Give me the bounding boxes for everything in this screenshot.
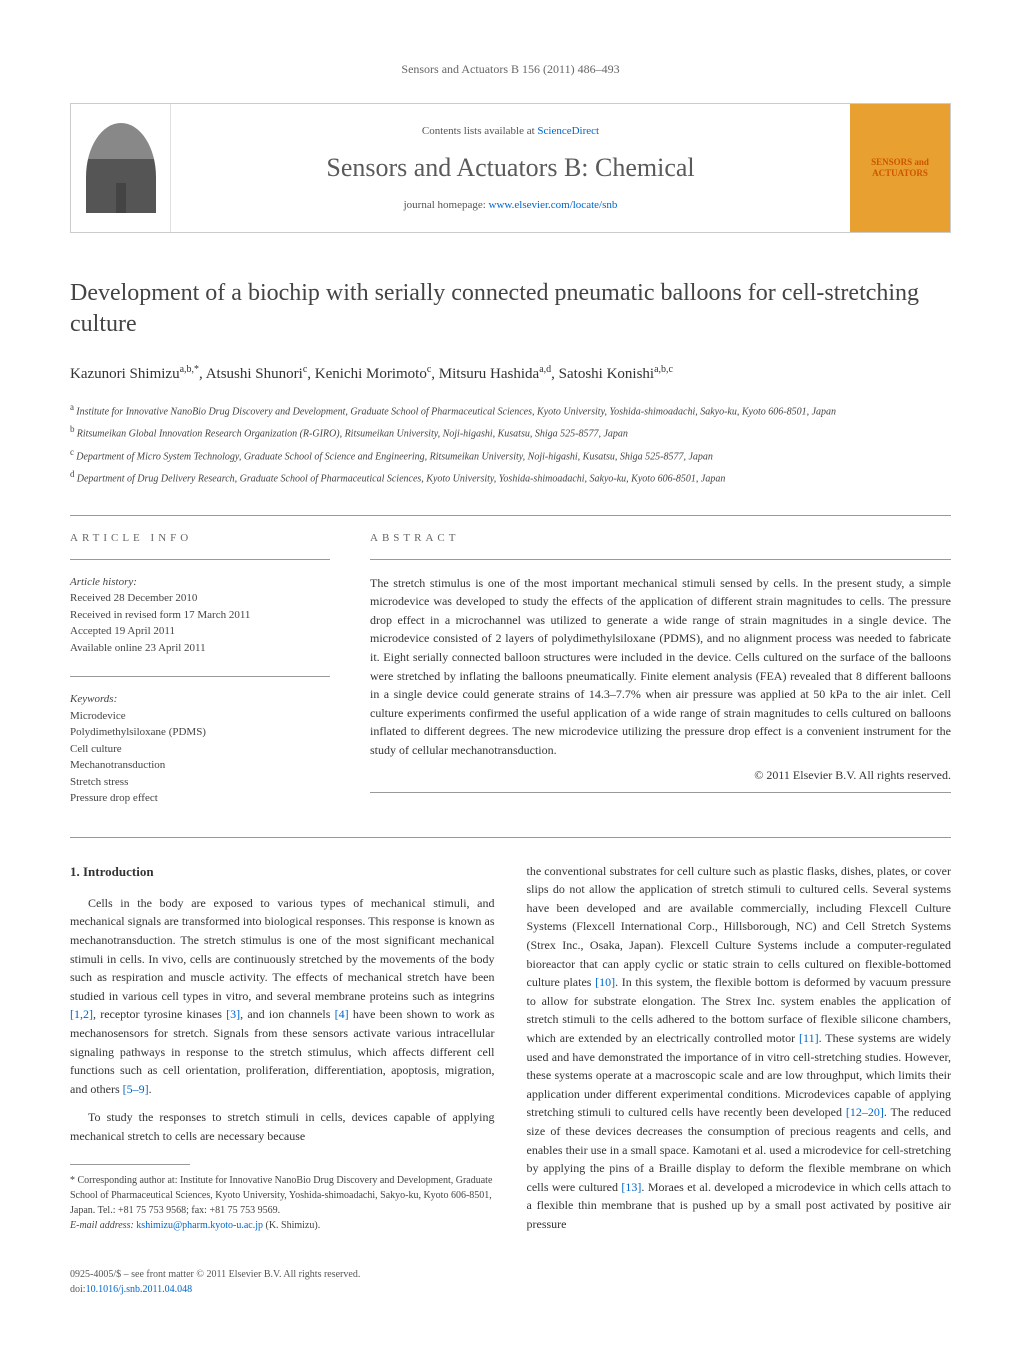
body-paragraph: Cells in the body are exposed to various…	[70, 894, 495, 1099]
body-text: 1. Introduction Cells in the body are ex…	[70, 862, 951, 1243]
keywords-block: Keywords: Microdevice Polydimethylsiloxan…	[70, 691, 330, 807]
publisher-logo-cell	[71, 104, 171, 232]
sciencedirect-link[interactable]: ScienceDirect	[537, 125, 599, 137]
running-header: Sensors and Actuators B 156 (2011) 486–4…	[70, 60, 951, 78]
citation: Sensors and Actuators B 156 (2011) 486–4…	[401, 62, 619, 76]
footnote-divider	[70, 1164, 190, 1165]
citation-ref[interactable]: [13]	[621, 1180, 641, 1194]
affiliation: d Department of Drug Delivery Research, …	[70, 467, 951, 487]
cover-title: SENSORS and ACTUATORS	[871, 157, 929, 179]
citation-ref[interactable]: [1,2]	[70, 1007, 93, 1021]
contents-prefix: Contents lists available at	[422, 125, 537, 137]
citation-ref[interactable]: [11]	[799, 1031, 819, 1045]
keyword: Mechanotransduction	[70, 759, 165, 771]
corresponding-author-footnote: * Corresponding author at: Institute for…	[70, 1173, 495, 1233]
keyword: Microdevice	[70, 710, 126, 722]
body-paragraph: To study the responses to stretch stimul…	[70, 1108, 495, 1145]
keyword: Polydimethylsiloxane (PDMS)	[70, 726, 206, 738]
info-divider	[70, 676, 330, 677]
contents-available: Contents lists available at ScienceDirec…	[422, 123, 599, 140]
article-title: Development of a biochip with serially c…	[70, 278, 951, 340]
accepted-date: Accepted 19 April 2011	[70, 625, 175, 637]
homepage-link[interactable]: www.elsevier.com/locate/snb	[489, 199, 618, 211]
revised-date: Received in revised form 17 March 2011	[70, 609, 250, 621]
keywords-list: Microdevice Polydimethylsiloxane (PDMS) Ce…	[70, 710, 206, 805]
journal-homepage: journal homepage: www.elsevier.com/locat…	[404, 197, 618, 214]
journal-banner: Contents lists available at ScienceDirec…	[70, 103, 951, 233]
article-info-column: ARTICLE INFO Article history: Received 2…	[70, 530, 330, 807]
citation-ref[interactable]: [5–9]	[123, 1082, 149, 1096]
received-date: Received 28 December 2010	[70, 592, 197, 604]
email-link[interactable]: kshimizu@pharm.kyoto-u.ac.jp	[136, 1220, 263, 1231]
affiliation: b Ritsumeikan Global Innovation Research…	[70, 422, 951, 442]
citation-ref[interactable]: [3]	[226, 1007, 240, 1021]
affiliation: c Department of Micro System Technology,…	[70, 445, 951, 465]
history-label: Article history:	[70, 576, 137, 588]
info-abstract-row: ARTICLE INFO Article history: Received 2…	[70, 530, 951, 807]
online-date: Available online 23 April 2011	[70, 642, 206, 654]
article-info-label: ARTICLE INFO	[70, 530, 330, 547]
body-paragraph: the conventional substrates for cell cul…	[527, 862, 952, 1234]
info-divider	[70, 559, 330, 560]
page-footer: 0925-4005/$ – see front matter © 2011 El…	[70, 1267, 951, 1297]
journal-cover: SENSORS and ACTUATORS	[850, 104, 950, 232]
citation-ref[interactable]: [4]	[335, 1007, 349, 1021]
abstract-text: The stretch stimulus is one of the most …	[370, 574, 951, 760]
elsevier-tree-icon	[86, 123, 156, 213]
keyword: Cell culture	[70, 743, 122, 755]
issn-line: 0925-4005/$ – see front matter © 2011 El…	[70, 1269, 360, 1280]
email-label: E-mail address:	[70, 1220, 136, 1231]
keywords-label: Keywords:	[70, 693, 117, 705]
section-1-heading: 1. Introduction	[70, 862, 495, 882]
citation-ref[interactable]: [12–20]	[846, 1105, 884, 1119]
keyword: Stretch stress	[70, 776, 128, 788]
abstract-column: ABSTRACT The stretch stimulus is one of …	[370, 530, 951, 807]
doi-link[interactable]: 10.1016/j.snb.2011.04.048	[86, 1284, 193, 1295]
affiliation: a Institute for Innovative NanoBio Drug …	[70, 400, 951, 420]
doi-prefix: doi:	[70, 1284, 86, 1295]
journal-name: Sensors and Actuators B: Chemical	[326, 148, 694, 187]
main-divider	[70, 837, 951, 838]
section-divider	[70, 515, 951, 516]
homepage-prefix: journal homepage:	[404, 199, 489, 211]
affiliations: a Institute for Innovative NanoBio Drug …	[70, 400, 951, 487]
authors: Kazunori Shimizua,b,*, Atsushi Shunoric,…	[70, 362, 951, 386]
banner-center: Contents lists available at ScienceDirec…	[171, 104, 850, 232]
footnote-corr: * Corresponding author at: Institute for…	[70, 1175, 492, 1216]
keyword: Pressure drop effect	[70, 792, 158, 804]
abstract-bottom-divider	[370, 792, 951, 793]
citation-ref[interactable]: [10]	[595, 975, 615, 989]
abstract-divider	[370, 559, 951, 560]
abstract-label: ABSTRACT	[370, 530, 951, 547]
abstract-copyright: © 2011 Elsevier B.V. All rights reserved…	[370, 766, 951, 784]
email-suffix: (K. Shimizu).	[263, 1220, 320, 1231]
article-history: Article history: Received 28 December 20…	[70, 574, 330, 657]
